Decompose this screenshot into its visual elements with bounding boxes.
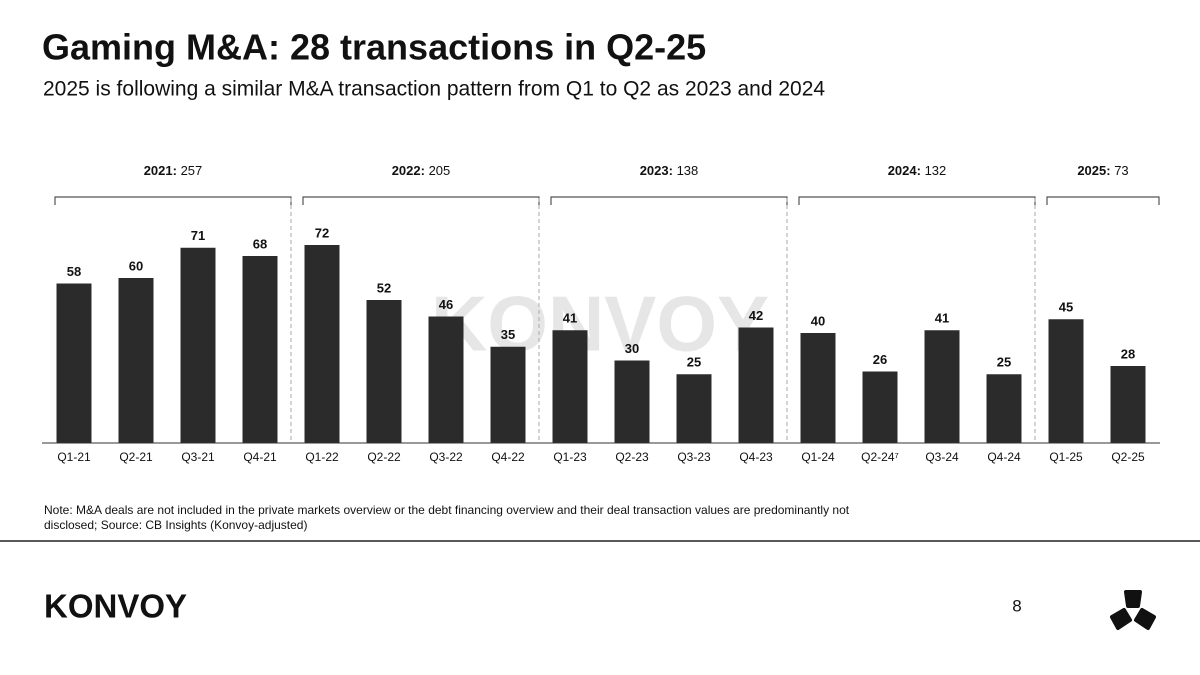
group-bracket	[302, 196, 540, 205]
x-tick-label: Q2-23	[615, 450, 649, 464]
value-label: 25	[687, 355, 701, 370]
value-label: 26	[873, 352, 887, 367]
logo: KONVOY	[44, 588, 187, 625]
bar	[614, 360, 650, 443]
x-tick-label: Q4-23	[739, 450, 773, 464]
x-tick-label: Q1-22	[305, 450, 339, 464]
value-label: 35	[501, 327, 515, 342]
chart-title: Gaming M&A: 28 transactions in Q2-25	[42, 27, 706, 68]
x-tick-label: Q2-21	[119, 450, 153, 464]
bar	[304, 245, 340, 443]
group-year: 2023:	[640, 163, 673, 178]
group-year: 2021:	[144, 163, 177, 178]
x-tick-label: Q3-24	[925, 450, 959, 464]
group-label: 2023: 138	[640, 163, 699, 178]
group-label: 2022: 205	[392, 163, 451, 178]
x-tick-label: Q1-21	[57, 450, 91, 464]
group-bracket	[798, 196, 1036, 205]
group-total: 73	[1114, 163, 1128, 178]
bar	[118, 278, 154, 443]
value-label: 46	[439, 297, 453, 312]
value-label: 52	[377, 280, 391, 295]
value-label: 25	[997, 355, 1011, 370]
group-total: 257	[181, 163, 203, 178]
value-label: 42	[749, 308, 763, 323]
chart-subtitle: 2025 is following a similar M&A transact…	[43, 78, 825, 101]
watermark: KONVOY	[431, 280, 769, 368]
bar	[56, 283, 92, 443]
group-label: 2024: 132	[888, 163, 947, 178]
x-tick-label: Q3-22	[429, 450, 463, 464]
group-year: 2022:	[392, 163, 425, 178]
note: disclosed; Source: CB Insights (Konvoy-a…	[44, 518, 307, 532]
bar	[366, 300, 402, 443]
value-label: 30	[625, 341, 639, 356]
x-tick-label: Q1-23	[553, 450, 587, 464]
note: Note: M&A deals are not included in the …	[44, 503, 850, 517]
bar	[862, 371, 898, 443]
bar	[242, 256, 278, 443]
x-tick-label: Q2-22	[367, 450, 401, 464]
x-tick-label: Q2-25	[1111, 450, 1145, 464]
value-label: 28	[1121, 346, 1135, 361]
group-total: 138	[677, 163, 699, 178]
x-tick-label: Q3-23	[677, 450, 711, 464]
bar	[1110, 366, 1146, 443]
value-label: 68	[253, 236, 267, 251]
bar	[1048, 319, 1084, 443]
value-label: 45	[1059, 300, 1073, 315]
group-bracket	[550, 196, 788, 205]
x-tick-label: Q4-22	[491, 450, 525, 464]
value-label: 40	[811, 313, 825, 328]
x-tick-label: Q4-21	[243, 450, 277, 464]
bar	[738, 327, 774, 443]
bar	[986, 374, 1022, 443]
bar	[490, 346, 526, 443]
group-bracket	[54, 196, 292, 205]
value-label: 41	[563, 311, 577, 326]
bar	[676, 374, 712, 443]
x-tick-label: Q1-24	[801, 450, 835, 464]
x-tick-label: Q3-21	[181, 450, 215, 464]
value-label: 41	[935, 311, 949, 326]
bar	[180, 247, 216, 443]
value-label: 71	[191, 228, 205, 243]
value-label: 58	[67, 264, 81, 279]
group-bracket	[1046, 196, 1160, 205]
page-number: 8	[1012, 596, 1021, 615]
bar	[428, 316, 464, 443]
group-year: 2024:	[888, 163, 921, 178]
group-total: 132	[925, 163, 947, 178]
bar	[552, 330, 588, 443]
x-tick-label: Q1-25	[1049, 450, 1083, 464]
bar	[924, 330, 960, 443]
group-total: 205	[429, 163, 451, 178]
group-year: 2025:	[1077, 163, 1110, 178]
x-tick-label: Q4-24	[987, 450, 1021, 464]
x-tick-label: Q2-24⁷	[861, 450, 899, 464]
group-label: 2025: 73	[1077, 163, 1128, 178]
group-label: 2021: 257	[144, 163, 203, 178]
bar	[800, 333, 836, 443]
value-label: 72	[315, 225, 329, 240]
value-label: 60	[129, 258, 143, 273]
logo-icon	[1110, 590, 1156, 630]
